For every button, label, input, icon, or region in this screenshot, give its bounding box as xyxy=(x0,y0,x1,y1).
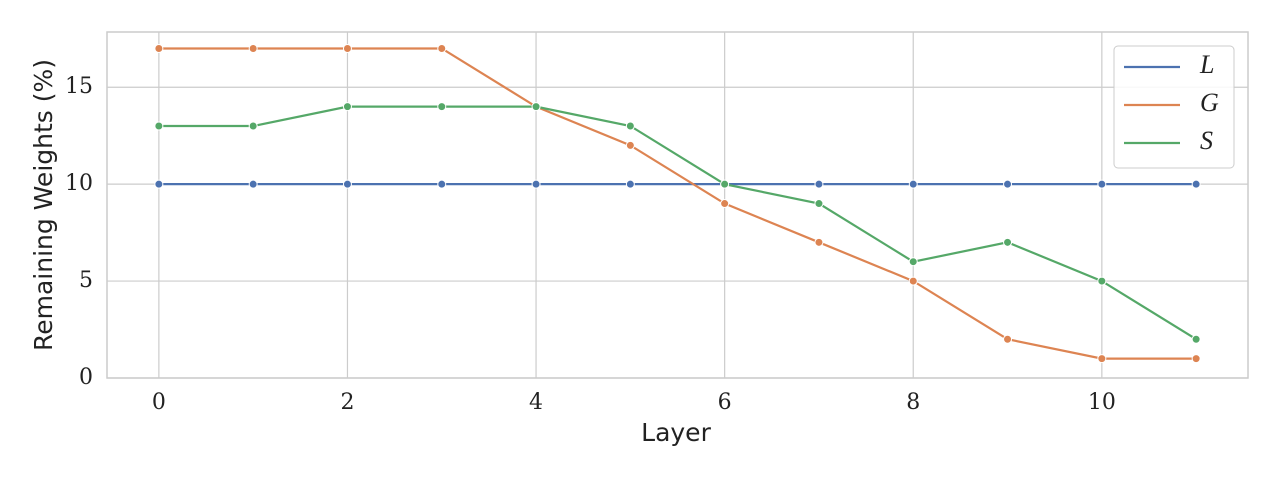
point xyxy=(1003,237,1013,247)
point xyxy=(1003,334,1013,344)
point xyxy=(248,43,258,53)
point xyxy=(248,121,258,131)
point xyxy=(342,102,352,112)
point xyxy=(437,43,447,53)
x-tick-label: 2 xyxy=(340,390,354,415)
point xyxy=(908,179,918,189)
x-axis-label: Layer xyxy=(641,418,711,447)
point xyxy=(154,43,164,53)
point xyxy=(437,179,447,189)
series-line xyxy=(158,47,1197,360)
point xyxy=(908,257,918,267)
x-tick-label: 6 xyxy=(718,390,732,415)
point xyxy=(437,102,447,112)
x-tick-label: 0 xyxy=(152,390,166,415)
point xyxy=(1003,179,1013,189)
point xyxy=(908,276,918,286)
legend-label: L xyxy=(1199,50,1214,79)
x-tick-label: 4 xyxy=(529,390,543,415)
point xyxy=(814,237,824,247)
point xyxy=(531,179,541,189)
point xyxy=(248,179,258,189)
point xyxy=(625,140,635,150)
plot-frame xyxy=(106,31,1249,379)
point xyxy=(720,179,730,189)
point xyxy=(814,179,824,189)
point xyxy=(814,199,824,209)
y-tick-label: 15 xyxy=(65,74,93,99)
point xyxy=(154,121,164,131)
point xyxy=(1097,354,1107,364)
point xyxy=(1097,276,1107,286)
y-axis-label: Remaining Weights (%) xyxy=(29,59,58,351)
point xyxy=(154,179,164,189)
y-tick-label: 10 xyxy=(65,171,93,196)
legend-label: S xyxy=(1200,126,1213,155)
point xyxy=(342,179,352,189)
point xyxy=(342,43,352,53)
point xyxy=(1191,354,1201,364)
y-tick-label: 0 xyxy=(79,365,93,390)
x-tick-label: 8 xyxy=(906,390,920,415)
y-tick-label: 5 xyxy=(79,268,93,293)
point xyxy=(1191,179,1201,189)
series-line xyxy=(158,105,1197,341)
x-tick-label: 10 xyxy=(1088,390,1116,415)
legend-box xyxy=(1113,45,1235,169)
point xyxy=(720,199,730,209)
point xyxy=(531,102,541,112)
legend-label: G xyxy=(1200,88,1219,117)
point xyxy=(625,121,635,131)
point xyxy=(625,179,635,189)
point xyxy=(1097,179,1107,189)
point xyxy=(1191,334,1201,344)
